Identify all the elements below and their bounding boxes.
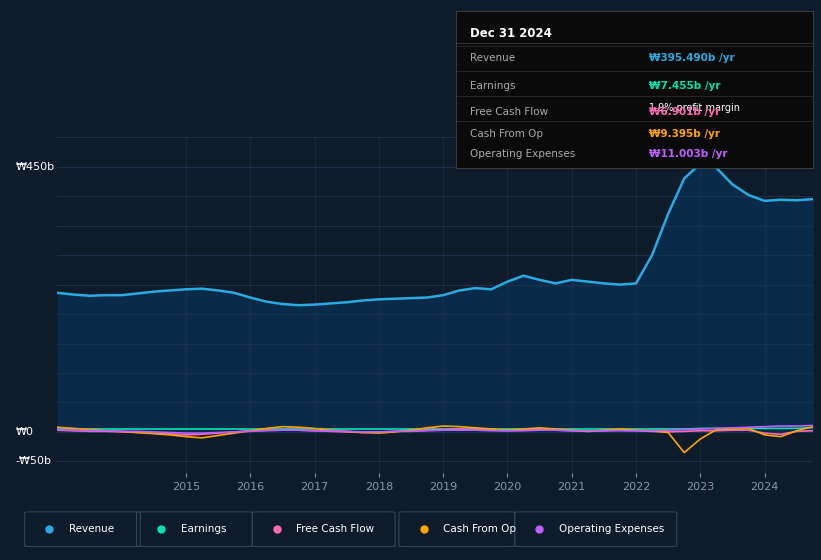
Text: ₩0: ₩0 — [16, 427, 34, 437]
Text: Operating Expenses: Operating Expenses — [470, 149, 576, 159]
Text: Earnings: Earnings — [470, 81, 516, 91]
Text: Free Cash Flow: Free Cash Flow — [470, 106, 548, 116]
Text: Revenue: Revenue — [69, 524, 114, 534]
Text: ₩6.901b /yr: ₩6.901b /yr — [649, 106, 720, 116]
Text: Earnings: Earnings — [181, 524, 226, 534]
Text: ₩9.395b /yr: ₩9.395b /yr — [649, 128, 719, 138]
Text: Free Cash Flow: Free Cash Flow — [296, 524, 374, 534]
Text: -₩50b: -₩50b — [16, 456, 52, 466]
Text: Revenue: Revenue — [470, 53, 515, 63]
Text: ₩450b: ₩450b — [16, 162, 55, 172]
Text: ₩395.490b /yr: ₩395.490b /yr — [649, 53, 734, 63]
Text: Dec 31 2024: Dec 31 2024 — [470, 27, 552, 40]
Text: ₩7.455b /yr: ₩7.455b /yr — [649, 81, 720, 91]
Text: Operating Expenses: Operating Expenses — [558, 524, 664, 534]
Text: Cash From Op: Cash From Op — [470, 128, 543, 138]
Text: 1.9% profit margin: 1.9% profit margin — [649, 104, 740, 114]
Text: ₩11.003b /yr: ₩11.003b /yr — [649, 149, 727, 159]
Text: Cash From Op: Cash From Op — [443, 524, 516, 534]
